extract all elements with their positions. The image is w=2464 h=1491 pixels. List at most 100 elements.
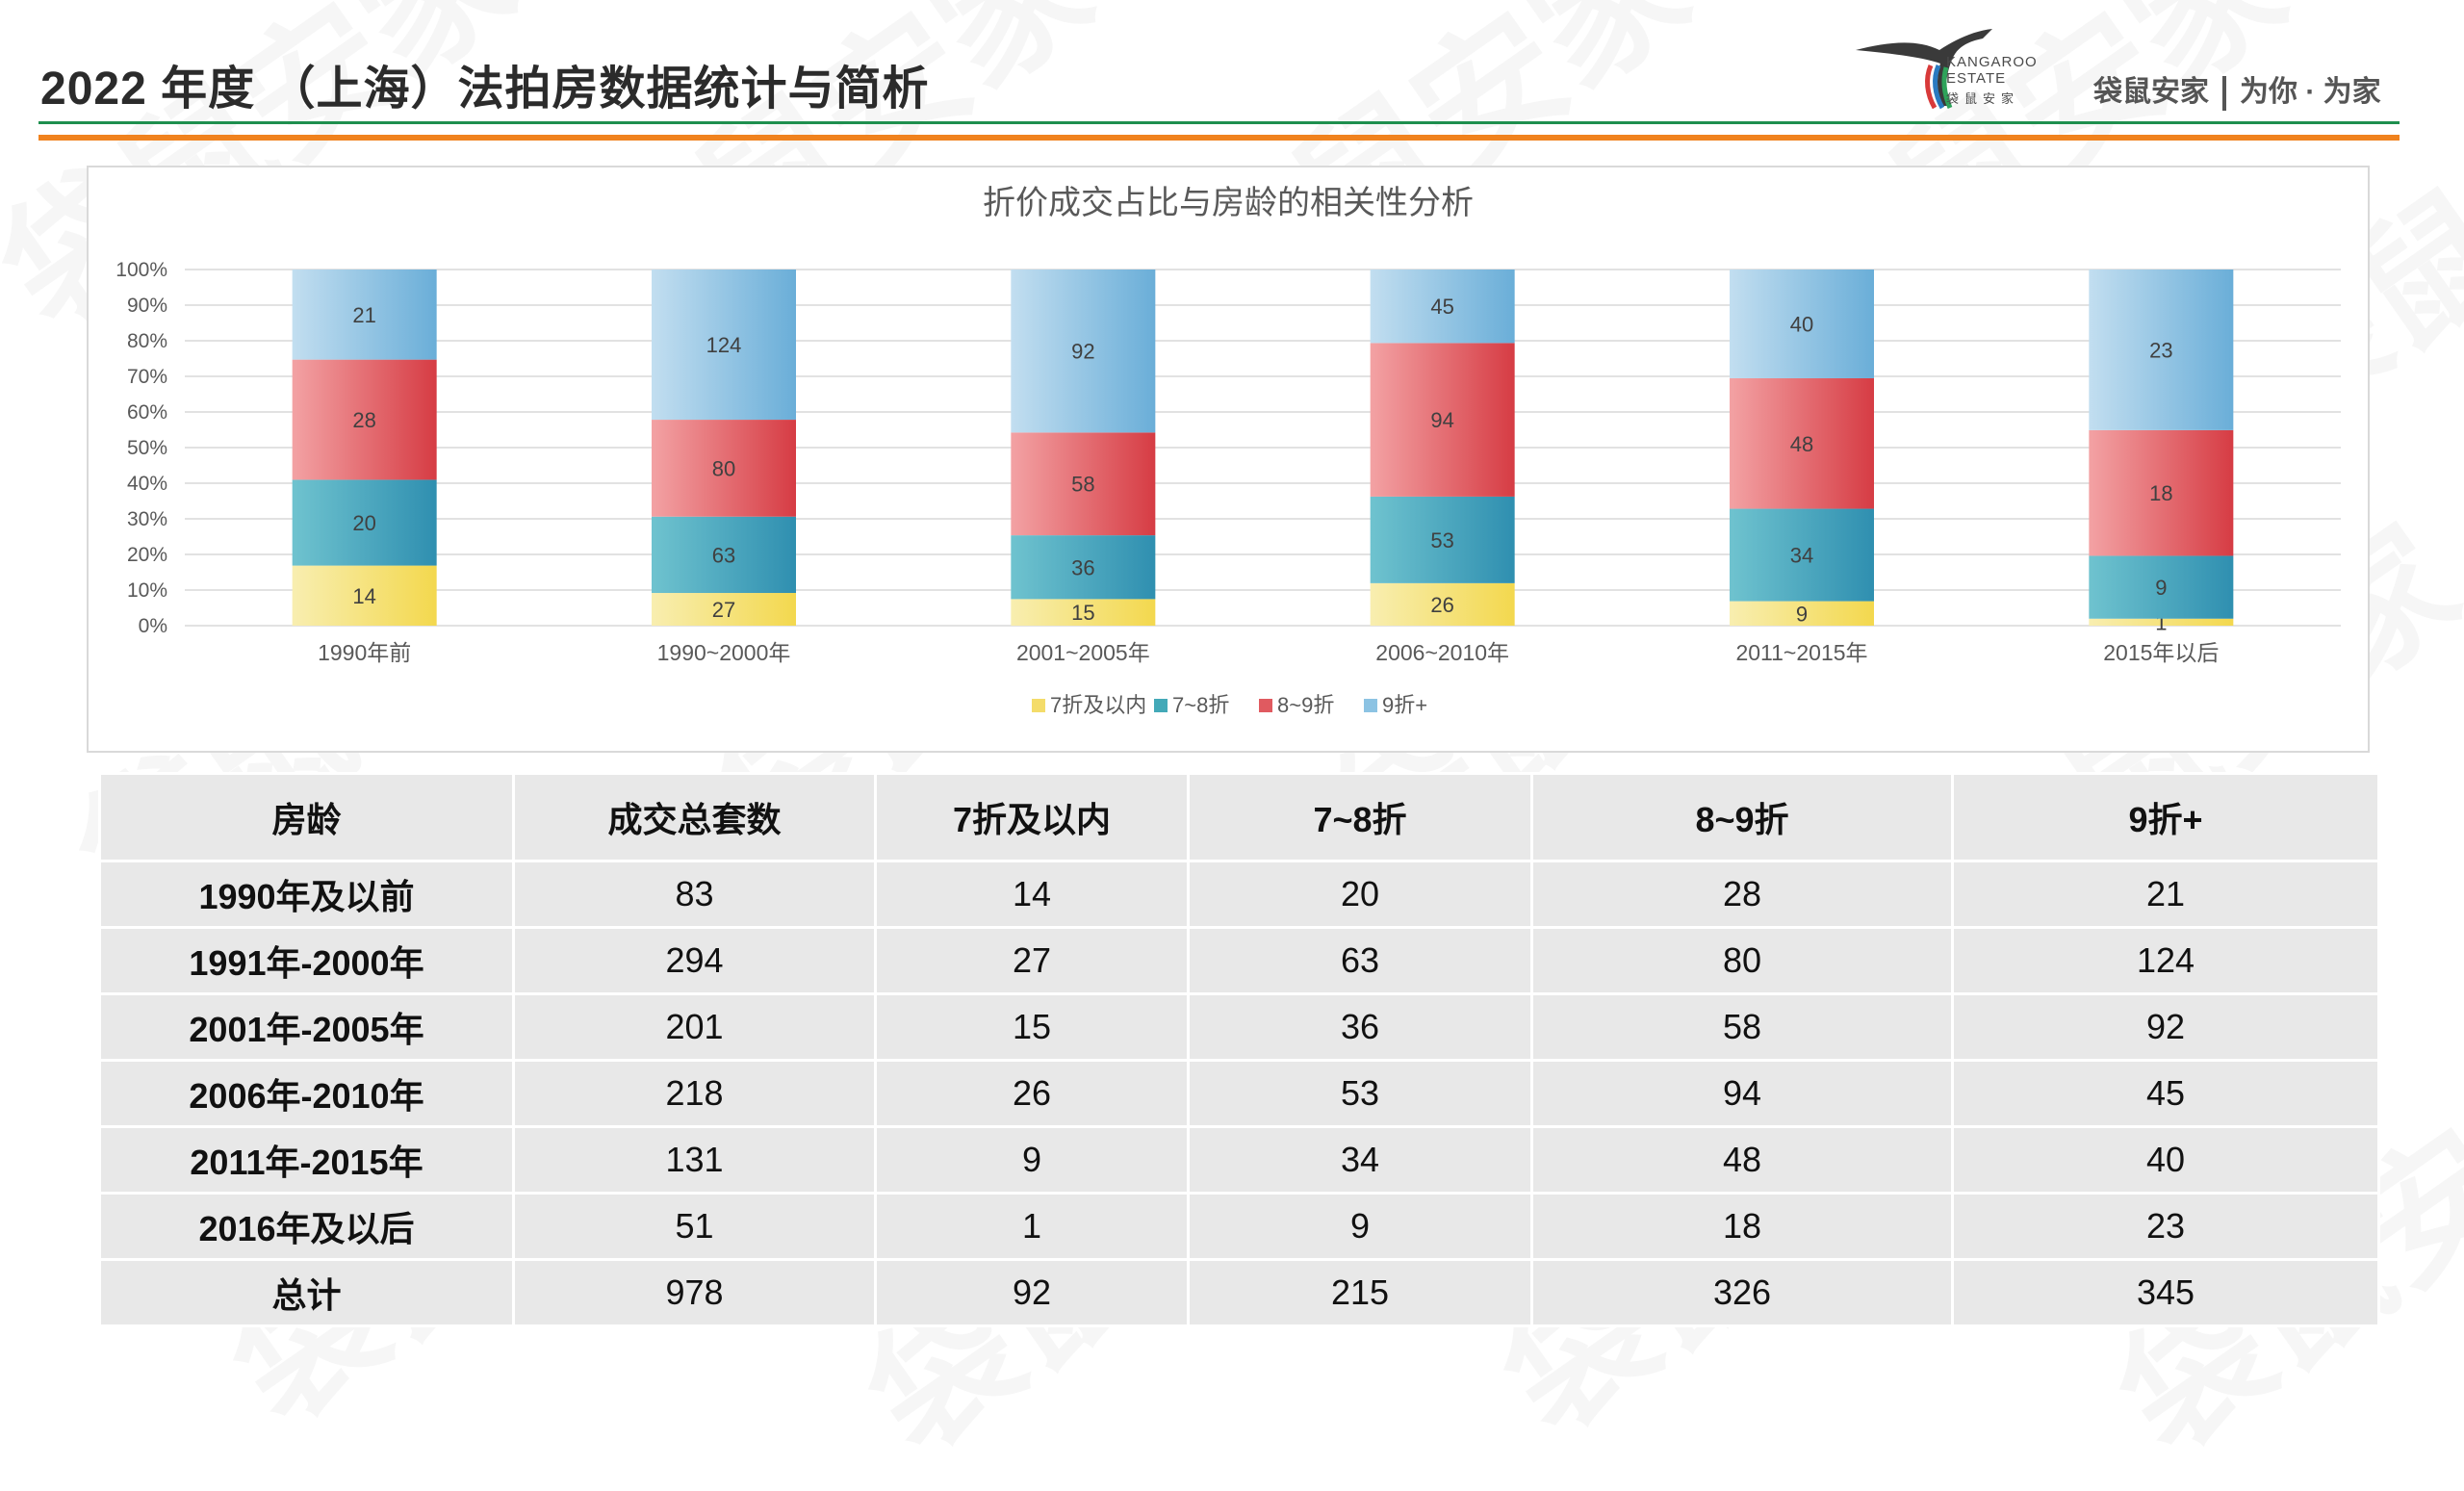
table-cell: 326 — [1530, 1258, 1954, 1327]
table-cell: 92 — [1951, 992, 2380, 1062]
data-label: 53 — [1430, 528, 1453, 553]
table-cell: 94 — [1530, 1059, 1954, 1128]
bar-segment — [652, 420, 796, 517]
table-cell: 9 — [1187, 1192, 1533, 1261]
data-label: 26 — [1430, 593, 1453, 617]
x-tick-label: 2015年以后 — [2103, 640, 2219, 665]
table-cell: 1 — [874, 1192, 1190, 1261]
table-cell: 83 — [512, 860, 877, 929]
data-label: 124 — [706, 333, 742, 357]
x-tick-label: 1990年前 — [318, 640, 411, 665]
legend-label: 8~9折 — [1277, 693, 1334, 717]
y-tick-label: 60% — [127, 401, 167, 424]
chart-title: 折价成交占比与房龄的相关性分析 — [983, 185, 1474, 221]
table-cell: 51 — [512, 1192, 877, 1261]
column-header: 7折及以内 — [874, 772, 1190, 862]
legend-swatch — [1154, 699, 1168, 712]
column-header: 9折+ — [1951, 772, 2380, 862]
table-cell: 9 — [874, 1125, 1190, 1195]
legend-label: 7~8折 — [1172, 693, 1229, 717]
table-cell: 131 — [512, 1125, 877, 1195]
table-cell: 14 — [874, 860, 1190, 929]
bar-segment — [1730, 601, 1874, 626]
table-cell: 63 — [1187, 926, 1533, 995]
data-label: 94 — [1430, 408, 1453, 432]
data-label: 45 — [1430, 295, 1453, 319]
table-cell: 36 — [1187, 992, 1533, 1062]
bar-segment — [1370, 270, 1515, 344]
legend-swatch — [1032, 699, 1045, 712]
table-header-row: 房龄 成交总套数 7折及以内 7~8折 8~9折 9折+ — [98, 772, 2380, 862]
table-cell: 978 — [512, 1258, 877, 1327]
data-label: 23 — [2149, 338, 2172, 362]
x-tick-label: 2001~2005年 — [1016, 640, 1150, 665]
chart-panel: 折价成交占比与房龄的相关性分析 0% 10% 20% 30% 40% 50% 60% 70% 80… — [87, 166, 2370, 753]
bar-segment — [2089, 270, 2234, 430]
stacked-bar-chart: 折价成交占比与房龄的相关性分析 0% 10% 20% 30% 40% 50% 60% 70% 80… — [116, 185, 2341, 717]
data-label: 9 — [2155, 576, 2167, 600]
table-row: 2006年-2010年 218 26 53 94 45 — [98, 1059, 2380, 1128]
row-label-cell: 2011年-2015年 — [98, 1125, 515, 1195]
data-label: 28 — [352, 408, 375, 432]
bar-segment — [1730, 270, 1874, 378]
table-row: 2016年及以后 51 1 9 18 23 — [98, 1192, 2380, 1261]
bar-segment — [652, 270, 796, 421]
bar-segment — [1011, 270, 1156, 433]
table-cell: 26 — [874, 1059, 1190, 1128]
table-cell: 53 — [1187, 1059, 1533, 1128]
table-row: 2001年-2005年 201 15 36 58 92 — [98, 992, 2380, 1062]
table-cell: 345 — [1951, 1258, 2380, 1327]
table-cell: 45 — [1951, 1059, 2380, 1128]
bar-segment — [2089, 429, 2234, 556]
table-cell: 18 — [1530, 1192, 1954, 1261]
data-label: 9 — [1796, 602, 1808, 626]
data-label: 40 — [1790, 312, 1813, 336]
table-cell: 34 — [1187, 1125, 1533, 1195]
table-cell: 294 — [512, 926, 877, 995]
data-label: 15 — [1071, 601, 1094, 625]
bar-segment — [1370, 582, 1515, 626]
data-label: 36 — [1071, 555, 1094, 579]
column-header: 8~9折 — [1530, 772, 1954, 862]
table-cell: 218 — [512, 1059, 877, 1128]
legend-swatch — [1259, 699, 1272, 712]
table-row: 2011年-2015年 131 9 34 48 40 — [98, 1125, 2380, 1195]
slogan: 袋鼠安家 为你 · 为家 — [2093, 67, 2381, 112]
table-cell: 27 — [874, 926, 1190, 995]
data-label: 63 — [712, 543, 735, 567]
data-label: 48 — [1790, 432, 1813, 456]
logo-text-en: KANGAROO ESTATE — [1946, 54, 2038, 87]
table-cell: 28 — [1530, 860, 1954, 929]
row-label-cell: 1991年-2000年 — [98, 926, 515, 995]
table-cell: 215 — [1187, 1258, 1533, 1327]
table-cell: 15 — [874, 992, 1190, 1062]
bar-segment — [1370, 496, 1515, 583]
row-label-cell: 2001年-2005年 — [98, 992, 515, 1062]
row-label-cell: 2006年-2010年 — [98, 1059, 515, 1128]
table-cell: 23 — [1951, 1192, 2380, 1261]
data-label: 27 — [712, 598, 735, 622]
data-label: 14 — [352, 584, 375, 608]
data-label: 58 — [1071, 473, 1094, 497]
logo-text-cn: 袋鼠安家 — [1946, 91, 2020, 106]
table-cell: 124 — [1951, 926, 2380, 995]
y-tick-label: 80% — [127, 330, 167, 352]
bar-segment — [1011, 535, 1156, 600]
data-label: 34 — [1790, 544, 1813, 568]
bar-segment — [1370, 343, 1515, 497]
bar-segment — [1730, 377, 1874, 509]
table-row: 总计 978 92 215 326 345 — [98, 1258, 2380, 1327]
y-tick-label: 50% — [127, 437, 167, 459]
bar-segment — [652, 516, 796, 594]
row-label-cell: 2016年及以后 — [98, 1192, 515, 1261]
bar-segment — [292, 479, 437, 566]
table-cell: 48 — [1530, 1125, 1954, 1195]
row-label-cell: 总计 — [98, 1258, 515, 1327]
table-row: 1991年-2000年 294 27 63 80 124 — [98, 926, 2380, 995]
slogan-tail: 为你 · 为家 — [2240, 76, 2381, 108]
bar-segment — [1730, 508, 1874, 602]
bar-segment — [1011, 432, 1156, 536]
table-row: 1990年及以前 83 14 20 28 21 — [98, 860, 2380, 929]
header-rule-green — [38, 121, 2400, 124]
column-header: 成交总套数 — [512, 772, 877, 862]
